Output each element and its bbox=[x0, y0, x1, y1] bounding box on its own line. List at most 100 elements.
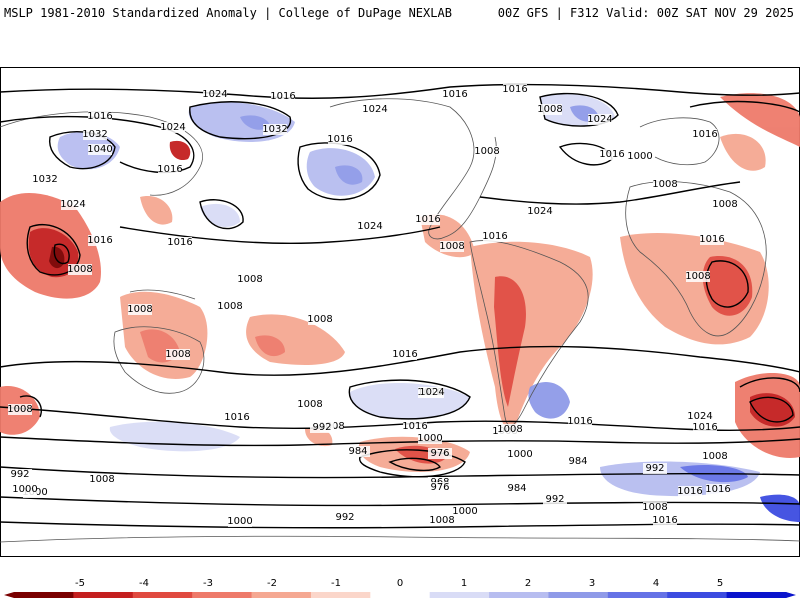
isobar-label: 1024 bbox=[587, 114, 612, 125]
isobar-label: 984 bbox=[568, 456, 587, 467]
isobar-label: 992 bbox=[645, 463, 664, 474]
colorbar-swatch bbox=[251, 592, 312, 598]
isobar-label: 1008 bbox=[297, 399, 322, 410]
isobar-label-bg bbox=[271, 91, 295, 102]
isobar-label: 1008 bbox=[237, 274, 262, 285]
chart-title: MSLP 1981-2010 Standardized Anomaly | Co… bbox=[4, 6, 452, 20]
isobar-label-bg bbox=[166, 349, 190, 360]
isobar-label: 1024 bbox=[527, 206, 552, 217]
isobar-label-bg bbox=[713, 199, 737, 210]
isobar-line bbox=[119, 226, 441, 245]
colorbar-tick-label: -1 bbox=[331, 578, 341, 589]
isobar-label-bg bbox=[418, 433, 442, 444]
isobar-label: 1016 bbox=[677, 486, 702, 497]
isobar-label-bg bbox=[393, 349, 417, 360]
isobar-label-bg bbox=[568, 416, 592, 427]
isobar-label: 1000 bbox=[452, 506, 477, 517]
isobar-label: 992 bbox=[545, 494, 564, 505]
colorbar-swatch bbox=[14, 592, 74, 598]
isobar-label: 1008 bbox=[439, 241, 464, 252]
isobar-label: 1016 bbox=[402, 421, 427, 432]
isobar-label: 1008 bbox=[165, 349, 190, 360]
isobar-label: 1016 bbox=[157, 164, 182, 175]
isobar-label-bg bbox=[420, 387, 444, 398]
anomaly-colorbar: -5 -4 -3 -2 -1 0 1 2 3 4 5 bbox=[4, 578, 796, 598]
isobar-label: 1016 bbox=[167, 237, 192, 248]
isobar-line bbox=[19, 395, 42, 418]
isobar-label-bg bbox=[628, 151, 652, 162]
anomaly-alaska bbox=[169, 140, 191, 161]
isobar-line bbox=[0, 83, 800, 99]
isobar-label: 1008 bbox=[702, 451, 727, 462]
isobar-line bbox=[388, 457, 441, 472]
isobar-label: 1000 bbox=[417, 433, 442, 444]
isobar-label: 1016 bbox=[327, 134, 352, 145]
isobar-label: 1008 bbox=[652, 179, 677, 190]
isobar-line bbox=[348, 379, 471, 420]
isobar-label-bg bbox=[508, 449, 532, 460]
isobar-label-bg bbox=[363, 104, 387, 115]
isobar-label: 1032 bbox=[262, 124, 287, 135]
isobar-label-bg bbox=[403, 421, 427, 432]
isobar-label-bg bbox=[168, 237, 192, 248]
colorbar-tick-label: -2 bbox=[267, 578, 277, 589]
isobar-label-bg bbox=[238, 274, 262, 285]
isobar-label: 984 bbox=[348, 446, 367, 457]
isobar-label-bg bbox=[33, 174, 57, 185]
isobar-label-bg bbox=[483, 231, 507, 242]
anomaly-gulf-alaska-core bbox=[335, 165, 363, 185]
colorbar-swatch bbox=[548, 592, 609, 598]
colorbar-tick-label: -3 bbox=[203, 578, 213, 589]
isobar-label: 976 bbox=[430, 482, 449, 493]
isobar-label-bg bbox=[83, 129, 107, 140]
isobar-label-bg bbox=[68, 264, 92, 275]
coast-europe bbox=[639, 117, 720, 166]
isobar-label-bg bbox=[416, 214, 440, 225]
isobar-label: 1024 bbox=[362, 104, 387, 115]
anomaly-north-atlantic bbox=[720, 93, 800, 147]
colorbar-swatch bbox=[667, 592, 728, 598]
isobar-label-bg bbox=[128, 304, 152, 315]
isobar-label: 1024 bbox=[687, 411, 712, 422]
isobar-label-bg bbox=[308, 314, 332, 325]
isobar-label: 1024 bbox=[202, 89, 227, 100]
colorbar-tick-label: -4 bbox=[139, 578, 149, 589]
isobar-label-bg bbox=[538, 104, 562, 115]
isobar-label-bg bbox=[346, 446, 370, 457]
isobar-label: 1000 bbox=[507, 449, 532, 460]
isobar-label: 1000 bbox=[12, 484, 37, 495]
isobar-label: 976 bbox=[430, 448, 449, 459]
isobar-label-bg bbox=[443, 89, 467, 100]
colorbar-swatch bbox=[370, 592, 431, 598]
isobar-label: 1016 bbox=[705, 484, 730, 495]
isobar-label-bg bbox=[430, 515, 454, 526]
isobar-label: 1016 bbox=[392, 349, 417, 360]
isobar-label-bg bbox=[528, 206, 552, 217]
isobar-label-bg bbox=[8, 469, 32, 480]
anomaly-hawaii bbox=[255, 335, 285, 357]
isobar-label: 1008 bbox=[7, 404, 32, 415]
colorbar-tick-label: 5 bbox=[717, 578, 723, 589]
isobar-label: 1016 bbox=[567, 416, 592, 427]
isobar-label: 984 bbox=[507, 483, 526, 494]
isobar-label: 1024 bbox=[160, 122, 185, 133]
isobar-label-bg bbox=[161, 122, 185, 133]
isobar-label-bg bbox=[703, 451, 727, 462]
isobar-label-bg bbox=[653, 515, 677, 526]
isobar-label-bg bbox=[328, 134, 352, 145]
isobar-label-bg bbox=[440, 241, 464, 252]
isobar-label-bg bbox=[158, 164, 182, 175]
anomaly-north-pacific-core bbox=[240, 115, 270, 130]
isobar-label-bg bbox=[88, 144, 112, 155]
coast-africa bbox=[625, 181, 767, 337]
isobar-label: 1016 bbox=[87, 111, 112, 122]
isobar-label-bg bbox=[588, 114, 612, 125]
anomaly-arabia bbox=[720, 133, 766, 171]
isobar-label-bg bbox=[643, 502, 667, 513]
colorbar-tick-label: 0 bbox=[397, 578, 403, 589]
isobar-label-bg bbox=[600, 149, 624, 160]
isobar-line bbox=[479, 181, 741, 205]
valid-time-label: 00Z GFS | F312 Valid: 00Z SAT NOV 29 202… bbox=[497, 6, 794, 20]
isobar-label: 1016 bbox=[692, 422, 717, 433]
isobar-line bbox=[749, 396, 794, 423]
